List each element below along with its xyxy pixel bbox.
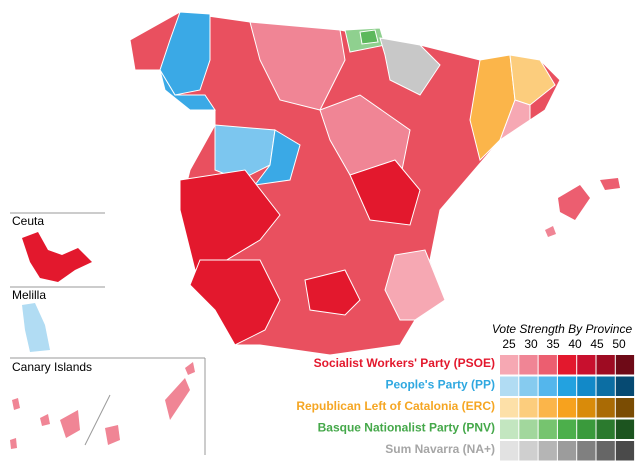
scale-label: 50: [612, 337, 626, 351]
insets: [10, 212, 206, 455]
balearic-islands: [545, 178, 620, 237]
melilla: [22, 303, 50, 352]
swatch: [596, 419, 615, 439]
party-name: Sum Navarra (NA+): [385, 442, 495, 456]
swatch: [577, 419, 596, 439]
swatch: [557, 419, 577, 439]
swatch: [557, 441, 577, 461]
legend-title: Vote Strength By Province: [492, 322, 633, 336]
swatch: [615, 355, 635, 375]
inset-label: Melilla: [12, 288, 46, 302]
swatch: [596, 355, 615, 375]
party-name: People's Party (PP): [385, 378, 495, 392]
inset-labels: Ceuta Melilla Canary Islands: [12, 214, 92, 374]
mainland: [129, 11, 561, 356]
swatch: [615, 376, 635, 396]
scale-label: 35: [546, 337, 560, 351]
swatch: [557, 398, 577, 418]
ceuta: [22, 232, 92, 282]
inset-label: Ceuta: [12, 214, 44, 228]
party-name: Socialist Workers' Party (PSOE): [314, 356, 495, 370]
swatch: [577, 355, 596, 375]
swatch: [577, 376, 596, 396]
party-name: Republican Left of Catalonia (ERC): [296, 399, 495, 413]
swatch: [615, 441, 635, 461]
swatch: [519, 398, 538, 418]
swatch: [615, 419, 635, 439]
inset-label: Canary Islands: [12, 360, 92, 374]
scale-label: 40: [568, 337, 582, 351]
swatch: [538, 441, 557, 461]
swatch: [519, 441, 538, 461]
swatch: [500, 398, 519, 418]
swatch: [615, 398, 635, 418]
swatch: [519, 355, 538, 375]
canary-islands: [10, 362, 195, 449]
swatch: [557, 376, 577, 396]
scale-label: 45: [590, 337, 604, 351]
swatch: [596, 441, 615, 461]
swatch: [500, 419, 519, 439]
swatch: [500, 355, 519, 375]
swatch: [538, 398, 557, 418]
swatch: [596, 376, 615, 396]
swatch: [577, 441, 596, 461]
swatch: [500, 441, 519, 461]
scale-label: 30: [524, 337, 538, 351]
swatch: [519, 376, 538, 396]
swatch: [519, 419, 538, 439]
swatch: [500, 376, 519, 396]
swatch: [596, 398, 615, 418]
party-name: Basque Nationalist Party (PNV): [318, 421, 495, 435]
swatch: [557, 355, 577, 375]
scale-label: 25: [502, 337, 516, 351]
swatch: [538, 419, 557, 439]
swatch: [577, 398, 596, 418]
swatch: [538, 355, 557, 375]
swatch: [538, 376, 557, 396]
